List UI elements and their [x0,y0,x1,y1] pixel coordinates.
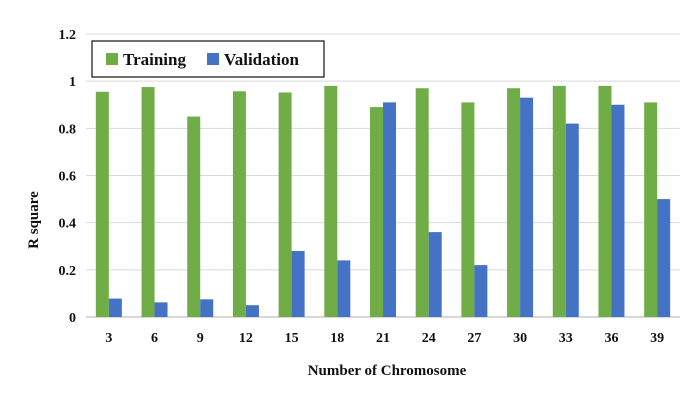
x-tick-label-21: 21 [376,331,390,346]
x-tick-label-36: 36 [604,331,618,346]
bars [95,85,671,318]
y-tick-label-2: 0.4 [59,217,77,232]
bar-validation-15 [291,250,305,317]
bar-validation-12 [245,305,259,317]
bar-validation-18 [337,260,351,317]
bar-training-6 [141,87,155,317]
y-tick-label-5: 1 [69,75,76,90]
legend-swatch-validation [207,53,219,65]
y-tick-label-6: 1.2 [59,28,77,43]
y-axis-label: R square [26,191,42,249]
bar-validation-30 [520,97,534,317]
bar-validation-33 [565,123,579,317]
bar-validation-6 [154,302,168,317]
bar-validation-36 [611,104,625,317]
bar-validation-3 [108,298,122,317]
legend-label-training: Training [123,50,186,69]
y-tick-label-4: 0.8 [59,122,77,137]
bar-validation-39 [657,199,671,317]
x-tick-label-30: 30 [513,331,527,346]
bar-training-24 [415,88,429,317]
x-axis-label: Number of Chromosome [308,363,467,379]
bar-training-18 [324,85,338,317]
x-tick-label-12: 12 [239,331,253,346]
x-tick-label-24: 24 [422,331,436,346]
x-tick-label-39: 39 [650,331,664,346]
bar-training-27 [461,102,475,318]
bar-training-36 [598,85,612,317]
legend-swatch-training [106,53,118,65]
legend-label-validation: Validation [224,50,300,69]
bar-training-12 [232,91,246,318]
bar-validation-9 [200,299,214,317]
x-tick-label-27: 27 [467,331,481,346]
x-tick-label-3: 3 [105,331,112,346]
x-tick-label-9: 9 [197,331,204,346]
bar-validation-24 [428,232,442,317]
bar-validation-21 [383,102,396,318]
bar-training-9 [187,116,201,318]
bar-validation-27 [474,265,488,317]
x-tick-label-6: 6 [151,331,158,346]
y-tick-label-0: 0 [69,311,76,326]
bar-training-33 [552,85,566,317]
legend: Training Validation [91,40,325,78]
x-tick-label-33: 33 [559,331,573,346]
bar-training-21 [370,107,383,317]
x-tick-label-15: 15 [285,331,299,346]
bar-training-3 [95,91,109,317]
y-tick-label-1: 0.2 [59,264,77,279]
bar-training-30 [507,88,521,317]
y-tick-label-3: 0.6 [59,170,77,185]
tick-labels: 00.20.40.60.811.23 6 9 12 15 18 21 24 27 30 33 36 39 [59,28,665,346]
x-tick-label-18: 18 [330,331,344,346]
bar-training-39 [644,102,658,318]
bar-training-15 [278,92,292,317]
